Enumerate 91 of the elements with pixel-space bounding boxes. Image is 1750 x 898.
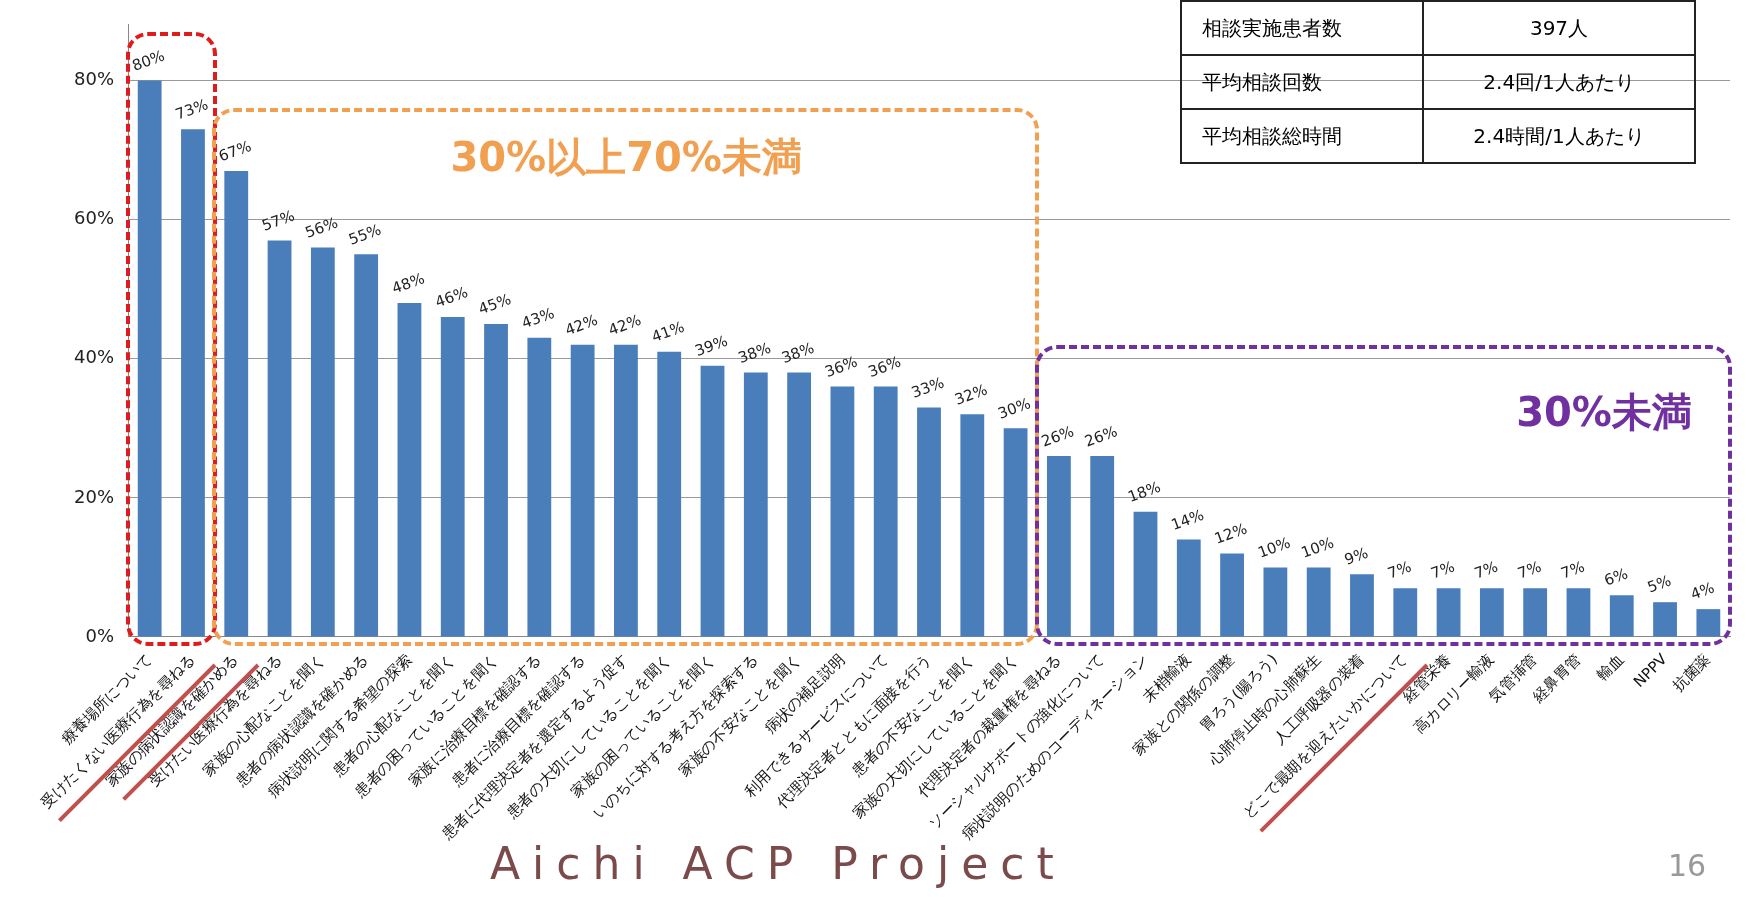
bar bbox=[1090, 456, 1115, 637]
data-label: 12% bbox=[1212, 519, 1250, 548]
data-label: 7% bbox=[1385, 557, 1414, 583]
bar bbox=[1653, 602, 1677, 637]
bar bbox=[484, 323, 508, 637]
data-label: 42% bbox=[605, 310, 644, 340]
data-label: 14% bbox=[1168, 505, 1207, 534]
bar bbox=[1350, 574, 1374, 637]
data-label: 7% bbox=[1558, 557, 1587, 583]
bar bbox=[1696, 609, 1721, 637]
data-label: 18% bbox=[1125, 477, 1163, 507]
x-tick-label: 輸血 bbox=[1593, 650, 1628, 685]
data-label: 26% bbox=[1038, 422, 1077, 451]
data-label: 7% bbox=[1515, 557, 1544, 583]
bar bbox=[1609, 595, 1634, 637]
y-tick-label: 60% bbox=[73, 207, 115, 229]
data-label: 36% bbox=[822, 352, 860, 381]
data-label: 32% bbox=[952, 380, 990, 409]
bar bbox=[1306, 567, 1331, 637]
data-label: 73% bbox=[172, 95, 211, 124]
data-label: 46% bbox=[432, 283, 471, 312]
annotation: 397人 bbox=[1423, 1, 1695, 55]
data-label: 9% bbox=[1341, 543, 1371, 569]
data-label: 10% bbox=[1298, 533, 1337, 562]
bar bbox=[787, 372, 812, 637]
data-label: 42% bbox=[562, 310, 601, 340]
data-label: 45% bbox=[476, 289, 514, 319]
bar bbox=[657, 351, 682, 637]
bar bbox=[397, 303, 422, 637]
bar bbox=[1263, 567, 1288, 637]
annotation: 2.4回/1人あたり bbox=[1423, 55, 1695, 109]
data-label: 43% bbox=[519, 303, 557, 333]
x-tick-label: 抗菌薬 bbox=[1669, 650, 1714, 695]
annotation: 30%以上70%未満 bbox=[450, 133, 802, 183]
data-label: 7% bbox=[1428, 557, 1458, 583]
bar bbox=[1176, 539, 1201, 637]
annotation: 相談実施患者数 bbox=[1181, 1, 1423, 55]
bar bbox=[960, 414, 985, 637]
bar bbox=[527, 337, 552, 637]
text: 16 bbox=[1668, 848, 1707, 883]
data-label: 39% bbox=[692, 331, 730, 361]
bar bbox=[1393, 588, 1418, 637]
bar bbox=[1479, 588, 1504, 637]
data-label: 6% bbox=[1601, 564, 1631, 590]
data-label: 33% bbox=[908, 373, 947, 402]
bar bbox=[830, 386, 855, 637]
bar bbox=[1003, 428, 1028, 637]
data-label: 38% bbox=[779, 338, 817, 367]
bar bbox=[1523, 588, 1548, 637]
data-label: 48% bbox=[389, 269, 427, 298]
data-label: 80% bbox=[129, 46, 168, 75]
bar bbox=[1133, 511, 1158, 637]
bar bbox=[267, 240, 292, 637]
text: Aichi ACP Project bbox=[490, 838, 1066, 889]
bar bbox=[181, 129, 205, 637]
bar bbox=[1220, 553, 1244, 637]
bar bbox=[137, 80, 162, 637]
bar bbox=[310, 247, 335, 637]
data-label: 57% bbox=[259, 206, 298, 235]
y-tick-label: 0% bbox=[85, 624, 115, 646]
annotation: 平均相談総時間 bbox=[1181, 109, 1423, 163]
data-label: 30% bbox=[995, 394, 1034, 423]
bar bbox=[1436, 588, 1461, 637]
annotation: 平均相談回数 bbox=[1181, 55, 1423, 109]
data-label: 36% bbox=[865, 352, 904, 381]
bar bbox=[224, 170, 249, 637]
annotation: 30%未満 bbox=[1516, 387, 1692, 437]
data-label: 38% bbox=[735, 338, 774, 367]
bar bbox=[700, 365, 725, 637]
bar bbox=[440, 316, 465, 637]
annotation: 2.4時間/1人あたり bbox=[1423, 109, 1695, 163]
data-label: 56% bbox=[302, 213, 341, 242]
y-tick-label: 20% bbox=[73, 485, 115, 507]
bar bbox=[354, 254, 379, 637]
data-label: 10% bbox=[1255, 533, 1293, 562]
bar bbox=[873, 386, 898, 637]
bar bbox=[570, 344, 595, 637]
data-label: 41% bbox=[649, 317, 687, 347]
bar bbox=[614, 344, 638, 637]
data-label: 5% bbox=[1645, 571, 1674, 597]
data-label: 7% bbox=[1471, 557, 1501, 583]
data-label: 26% bbox=[1082, 422, 1120, 451]
bar bbox=[917, 407, 941, 637]
data-label: 67% bbox=[216, 136, 254, 166]
bar bbox=[1566, 588, 1591, 637]
bar bbox=[743, 372, 768, 637]
bar bbox=[1046, 456, 1071, 637]
data-label: 55% bbox=[346, 220, 384, 249]
data-label: 4% bbox=[1688, 578, 1717, 604]
y-tick-label: 40% bbox=[73, 346, 115, 368]
y-tick-label: 80% bbox=[73, 68, 115, 90]
